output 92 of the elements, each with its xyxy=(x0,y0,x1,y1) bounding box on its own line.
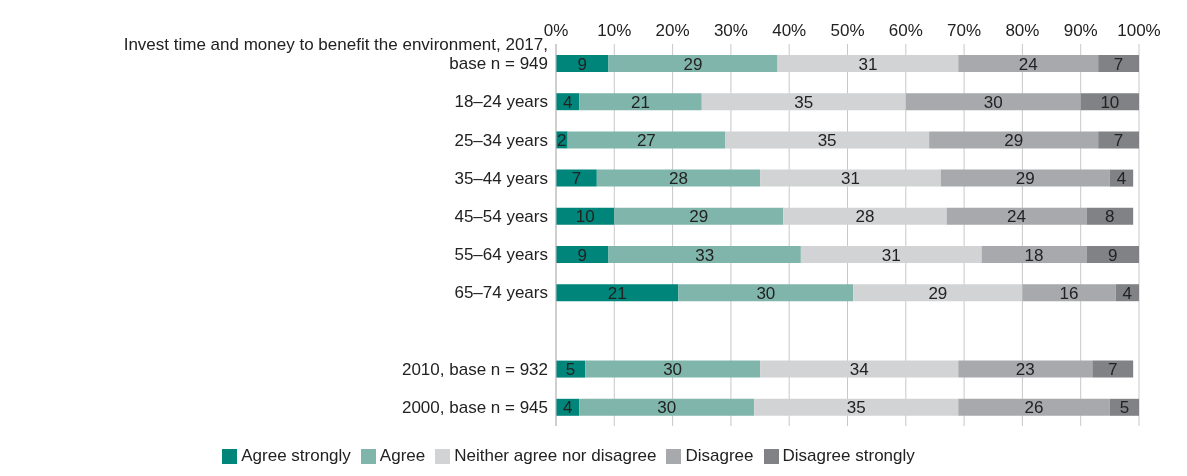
x-tick-label: 90% xyxy=(1063,21,1098,40)
data-label: 31 xyxy=(881,245,901,265)
data-label: 28 xyxy=(855,207,875,227)
bar xyxy=(579,93,702,111)
bar xyxy=(608,55,778,72)
data-label: 9 xyxy=(577,245,587,265)
data-label: 4 xyxy=(1122,283,1133,303)
bar xyxy=(556,169,597,187)
bar xyxy=(929,131,1099,149)
legend-label: Disagree strongly xyxy=(782,446,915,465)
bar xyxy=(1092,360,1134,378)
data-label: 9 xyxy=(1108,245,1118,265)
bar xyxy=(585,360,761,378)
bar xyxy=(958,55,1099,72)
x-tick-label: 100% xyxy=(1117,21,1161,40)
x-tick-label: 40% xyxy=(772,21,807,40)
x-tick-label: 50% xyxy=(830,21,865,40)
data-label: 4 xyxy=(1116,169,1127,189)
data-label: 29 xyxy=(928,283,948,303)
data-label: 34 xyxy=(849,360,869,380)
data-label: 29 xyxy=(1015,169,1035,189)
bar xyxy=(567,131,726,149)
data-label: 30 xyxy=(663,360,683,380)
y-tick-label: 55–64 years xyxy=(454,245,548,265)
x-tick-label: 30% xyxy=(713,21,748,40)
bar xyxy=(946,207,1087,225)
y-tick-label: 45–54 years xyxy=(454,206,548,226)
bar xyxy=(905,93,1081,111)
bar xyxy=(579,398,755,416)
bar xyxy=(958,360,1093,378)
data-label: 16 xyxy=(1059,283,1079,303)
bar xyxy=(958,398,1110,416)
data-label: 28 xyxy=(668,169,688,189)
data-label: 7 xyxy=(1108,360,1118,380)
data-label: 7 xyxy=(1113,130,1124,150)
data-label: 26 xyxy=(1024,398,1044,418)
data-label: 5 xyxy=(1119,398,1130,418)
data-label: 5 xyxy=(565,360,576,380)
bar xyxy=(981,246,1087,263)
data-label: 7 xyxy=(1113,54,1124,74)
data-label: 35 xyxy=(846,398,866,418)
bar xyxy=(1086,246,1139,263)
y-tick-label: 2010, base n = 932 xyxy=(401,359,548,379)
data-label: 7 xyxy=(571,169,582,189)
data-label: 35 xyxy=(817,130,837,150)
legend-label: Disagree xyxy=(685,446,754,465)
bar xyxy=(1098,55,1139,72)
data-label: 33 xyxy=(695,245,715,265)
data-label: 27 xyxy=(636,130,656,150)
y-tick-label: 2000, base n = 945 xyxy=(401,397,548,417)
y-tick-label: 35–44 years xyxy=(454,168,548,188)
x-tick-label: 60% xyxy=(888,21,923,40)
x-tick-label: 80% xyxy=(1005,21,1040,40)
data-label: 4 xyxy=(562,92,573,112)
y-tick-label: 25–34 years xyxy=(454,130,548,150)
data-label: 9 xyxy=(577,54,587,74)
legend-label: Agree xyxy=(379,446,426,465)
bar xyxy=(1022,284,1116,302)
data-label: 8 xyxy=(1105,207,1115,227)
data-label: 21 xyxy=(607,283,627,303)
x-tick-label: 20% xyxy=(655,21,690,40)
bar xyxy=(596,169,761,187)
data-label: 30 xyxy=(983,92,1003,112)
legend-label: Agree strongly xyxy=(241,446,351,465)
data-label: 35 xyxy=(794,92,814,112)
data-label: 24 xyxy=(1018,54,1038,74)
data-label: 10 xyxy=(1100,92,1120,112)
data-label: 31 xyxy=(858,54,878,74)
bar xyxy=(608,246,801,263)
data-label: 30 xyxy=(756,283,776,303)
bar xyxy=(940,169,1110,187)
legend-label: Neither agree nor disagree xyxy=(454,446,657,465)
data-label: 31 xyxy=(840,169,860,189)
bar xyxy=(556,284,679,302)
data-label: 18 xyxy=(1024,245,1044,265)
data-label: 10 xyxy=(575,207,595,227)
x-tick-label: 10% xyxy=(597,21,632,40)
data-label: 29 xyxy=(1004,130,1024,150)
data-label: 24 xyxy=(1007,207,1027,227)
bar xyxy=(678,284,854,302)
bar xyxy=(1098,131,1139,149)
data-label: 4 xyxy=(562,398,573,418)
y-tick-label: 18–24 years xyxy=(454,92,548,112)
data-label: 30 xyxy=(657,398,677,418)
data-label: 21 xyxy=(631,92,650,112)
data-label: 29 xyxy=(689,207,709,227)
bar xyxy=(614,207,784,225)
y-tick-label: 65–74 years xyxy=(454,283,548,303)
x-tick-label: 70% xyxy=(947,21,982,40)
data-label: 29 xyxy=(683,54,703,74)
data-label: 2 xyxy=(557,130,567,150)
data-label: 23 xyxy=(1015,360,1035,380)
